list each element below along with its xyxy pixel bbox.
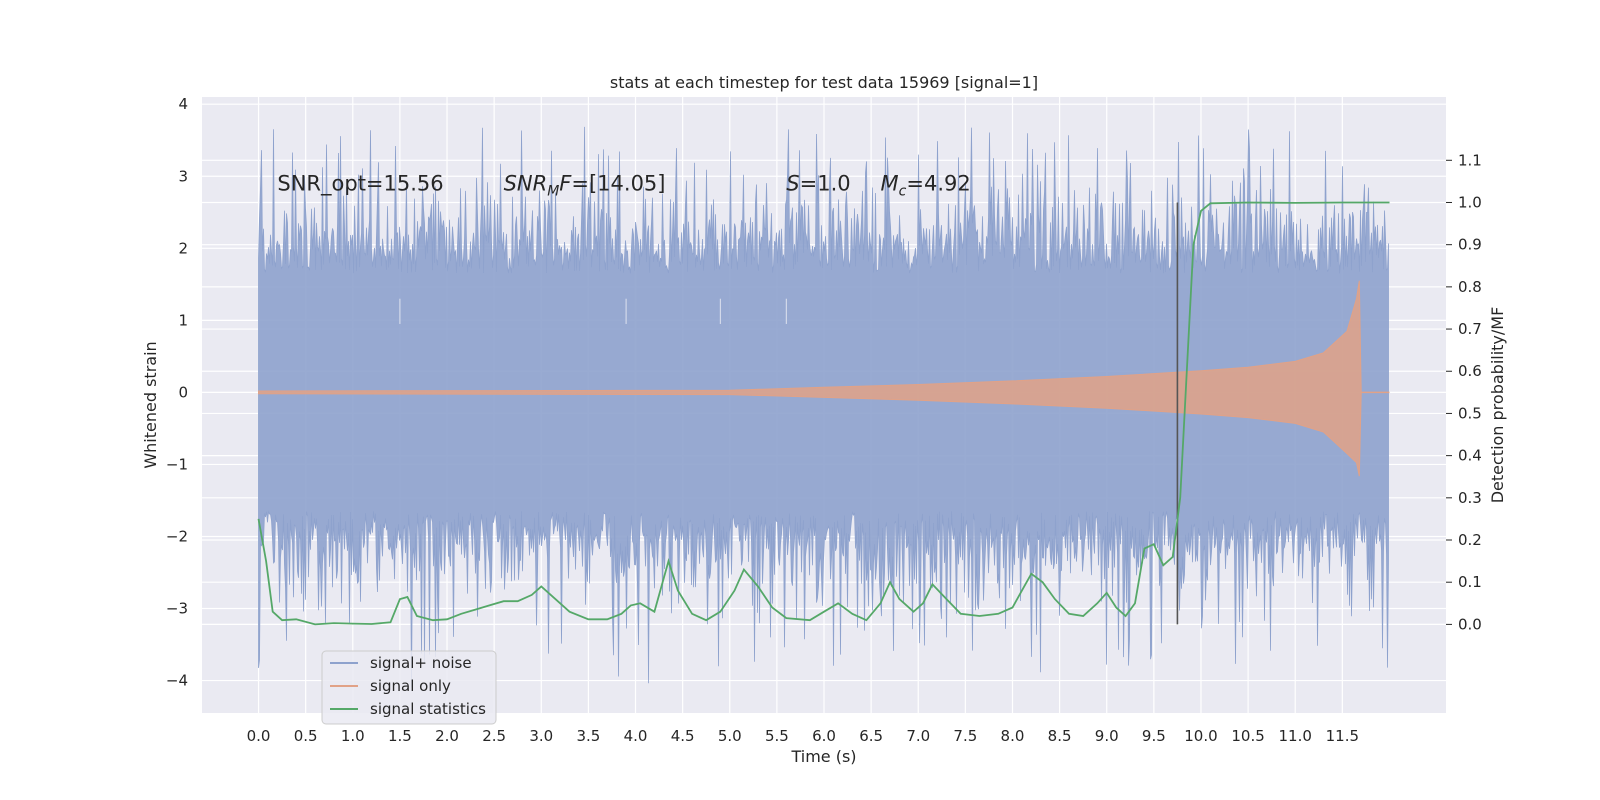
x-tick-label: 6.0 xyxy=(812,727,836,745)
x-tick-label: 8.0 xyxy=(1001,727,1025,745)
y2-tick-label: 0.5 xyxy=(1458,404,1482,422)
y-tick-label: −4 xyxy=(166,672,188,690)
y2-tick-label: 0.7 xyxy=(1458,320,1482,338)
y-tick-label: 3 xyxy=(178,167,188,185)
x-tick-label: 0.0 xyxy=(247,727,271,745)
chart-title: stats at each timestep for test data 159… xyxy=(610,73,1038,92)
annotation-mc: Mc=4.92 xyxy=(881,172,971,200)
y-tick-label: −2 xyxy=(166,527,188,545)
y-tick-label: −1 xyxy=(166,455,188,473)
y2-tick-label: 0.8 xyxy=(1458,278,1482,296)
y2-axis-ticks: 0.0 0.1 0.2 0.3 0.4 0.5 0.6 0.7 0.8 0.9 1.0 1.1 xyxy=(1446,151,1482,633)
y-tick-label: 4 xyxy=(178,95,188,113)
y-tick-label: 0 xyxy=(178,383,188,401)
x-tick-label: 4.0 xyxy=(624,727,648,745)
series-signal-only xyxy=(257,280,1390,477)
y-axis-ticks: −4 −3 −2 −1 0 1 2 3 4 xyxy=(166,95,188,689)
y2-tick-label: 0.9 xyxy=(1458,236,1482,254)
y2-tick-label: 0.2 xyxy=(1458,531,1482,549)
y2-tick-label: 0.0 xyxy=(1458,615,1482,633)
y2-tick-label: 1.0 xyxy=(1458,193,1482,211)
legend-label-signal-only: signal only xyxy=(370,677,451,695)
series-signal-plus-noise xyxy=(258,126,1389,688)
x-tick-label: 7.5 xyxy=(953,727,977,745)
x-tick-label: 5.5 xyxy=(765,727,789,745)
annotation-snr-mf-sub: M xyxy=(547,184,559,200)
x-tick-label: 8.5 xyxy=(1048,727,1072,745)
y2-tick-label: 0.3 xyxy=(1458,489,1482,507)
x-axis-ticks: 0.0 0.5 1.0 1.5 2.0 2.5 3.0 3.5 4.0 4.5 5.0 5.5 6.0 6… xyxy=(247,727,1359,745)
x-tick-label: 11.0 xyxy=(1279,727,1312,745)
x-tick-label: 2.5 xyxy=(482,727,506,745)
x-tick-label: 11.5 xyxy=(1326,727,1359,745)
y2-tick-label: 1.1 xyxy=(1458,151,1482,169)
y-axis-label: Whitened strain xyxy=(141,341,160,468)
y-tick-label: 2 xyxy=(178,239,188,257)
annotation-mc-rest: =4.92 xyxy=(906,172,970,196)
annotation-mc-main: M xyxy=(881,172,899,196)
x-tick-label: 9.5 xyxy=(1142,727,1166,745)
legend-label-signal-statistics: signal statistics xyxy=(370,700,486,718)
annotation-s-main: S xyxy=(786,172,799,196)
x-tick-label: 5.0 xyxy=(718,727,742,745)
x-tick-label: 1.5 xyxy=(388,727,412,745)
y-tick-label: 1 xyxy=(178,311,188,329)
x-tick-label: 2.0 xyxy=(435,727,459,745)
x-tick-label: 7.0 xyxy=(906,727,930,745)
x-tick-label: 10.0 xyxy=(1184,727,1217,745)
signal-plus-noise-band xyxy=(258,126,1389,688)
y2-axis-label: Detection probability/MF xyxy=(1488,307,1507,504)
annotation-snr-mf-main: SNR xyxy=(504,172,548,196)
legend-box xyxy=(321,650,497,725)
annotation-s: S=1.0 xyxy=(786,172,850,196)
series-signal-statistics xyxy=(257,201,1390,626)
legend: signal+ noise signal only signal statist… xyxy=(321,650,497,725)
x-tick-label: 3.5 xyxy=(576,727,600,745)
signal-statistics-line xyxy=(257,201,1390,626)
annotation-snr-mf-rest-italic: F xyxy=(559,172,572,196)
annotation-snr-mf: SNRMF=[14.05] xyxy=(504,172,666,200)
legend-label-signal-plus-noise: signal+ noise xyxy=(370,654,472,672)
x-tick-label: 9.0 xyxy=(1095,727,1119,745)
annotation-snr-mf-rest: =[14.05] xyxy=(571,172,665,196)
x-tick-label: 1.0 xyxy=(341,727,365,745)
y2-tick-label: 0.4 xyxy=(1458,447,1482,465)
x-tick-label: 3.0 xyxy=(529,727,553,745)
annotation-mc-sub: c xyxy=(899,184,907,200)
x-tick-label: 0.5 xyxy=(294,727,318,745)
x-tick-label: 6.5 xyxy=(859,727,883,745)
annotation-snr-opt: SNR_opt=15.56 xyxy=(277,172,443,197)
x-tick-label: 4.5 xyxy=(671,727,695,745)
annotation-s-rest: =1.0 xyxy=(800,172,851,196)
y2-tick-label: 0.6 xyxy=(1458,362,1482,380)
y-tick-label: −3 xyxy=(166,600,188,618)
x-tick-label: 10.5 xyxy=(1231,727,1264,745)
x-axis-label: Time (s) xyxy=(790,747,856,766)
y2-tick-label: 0.1 xyxy=(1458,573,1482,591)
